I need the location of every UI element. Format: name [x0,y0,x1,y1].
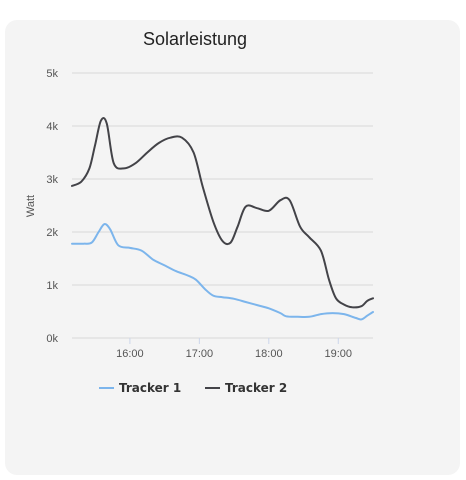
y-tick-label: 2k [46,227,58,239]
y-tick-label: 3k [46,174,58,186]
y-tick-label: 1k [46,280,58,292]
y-tick-label: 5k [46,68,58,80]
legend-label: Tracker 1 [119,381,181,395]
x-tick-label: 16:00 [116,348,144,360]
series-line-tracker-1 [71,223,374,321]
y-axis-label: Watt [25,195,37,217]
chart-title: Solarleistung [143,29,247,49]
chart-card [5,20,460,475]
y-tick-label: 4k [46,121,58,133]
x-tick-label: 17:00 [186,348,214,360]
series-line-tracker-2 [71,117,374,309]
x-tick-label: 19:00 [325,348,353,360]
legend-item-tracker-1[interactable]: Tracker 1 [99,381,181,395]
legend-label: Tracker 2 [225,381,287,395]
y-tick-label: 0k [46,333,58,345]
legend-item-tracker-2[interactable]: Tracker 2 [205,381,287,395]
x-tick-label: 18:00 [255,348,283,360]
